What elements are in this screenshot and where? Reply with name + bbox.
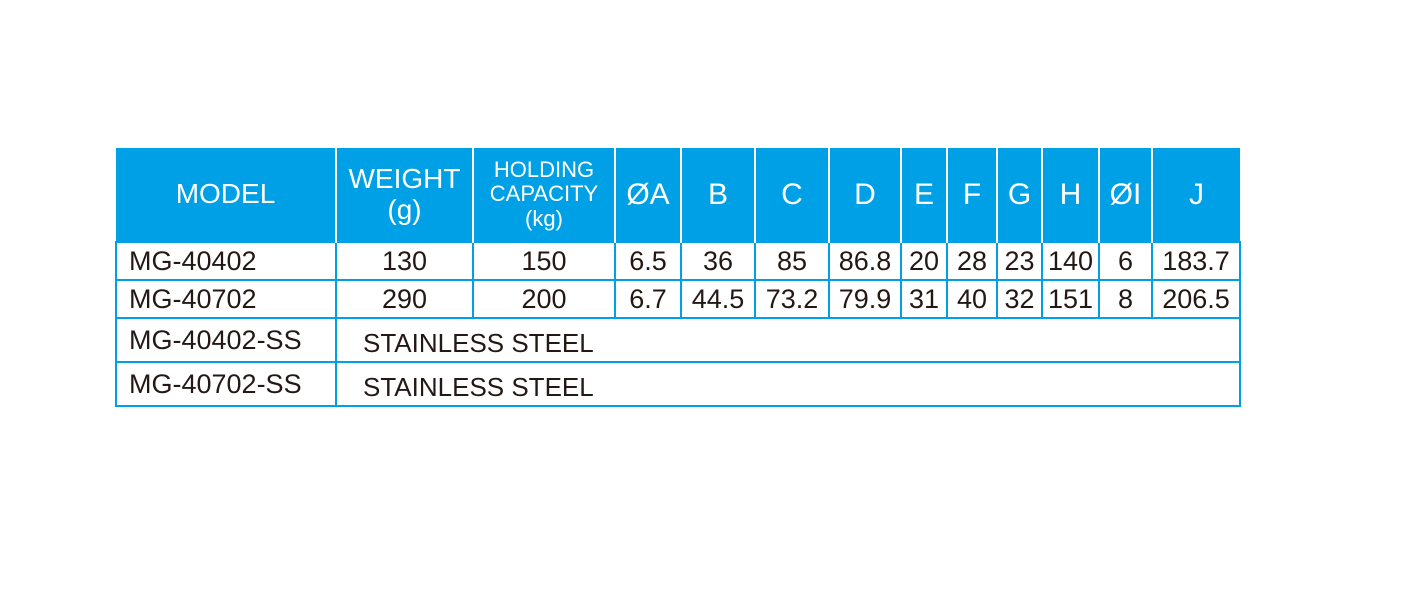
header-label: G (1007, 178, 1032, 211)
header-label: C (781, 178, 803, 211)
value-cell: 32 (996, 279, 1043, 319)
table-row: MG-40402-SS STAINLESS STEEL (115, 317, 1241, 363)
table-row: MG-40402 130 150 6.5 36 85 86.8 20 28 23 140 6 183.7 (115, 241, 1241, 281)
column-header: C (754, 148, 829, 242)
header-label: CAPACITY (489, 181, 599, 207)
value-cell: 150 (472, 241, 616, 281)
column-header: HOLDING CAPACITY (kg) (472, 148, 615, 242)
header-label: B (707, 178, 728, 211)
column-header: WEIGHT (g) (335, 148, 473, 242)
model-cell: MG-40702 (115, 279, 337, 319)
column-header: H (1041, 148, 1099, 242)
column-header: ØA (614, 148, 681, 242)
value-cell: 20 (900, 241, 948, 281)
header-label: J (1189, 178, 1204, 211)
header-label: MODEL (175, 178, 276, 210)
header-label: WEIGHT (348, 162, 461, 194)
column-header: G (996, 148, 1042, 242)
column-header: J (1151, 148, 1240, 242)
header-label: HOLDING (493, 157, 595, 183)
header-label: (kg) (525, 205, 563, 231)
model-cell: MG-40402-SS (115, 317, 337, 363)
value-cell: 44.5 (680, 279, 756, 319)
material-note: STAINLESS STEEL (335, 361, 1241, 407)
column-header: F (946, 148, 997, 242)
column-header: ØI (1098, 148, 1152, 242)
spec-table: MODEL WEIGHT (g) HOLDING CAPACITY (kg) ØA B C D E F… (115, 148, 1241, 407)
header-label: ØI (1109, 178, 1142, 211)
value-cell: 86.8 (828, 241, 902, 281)
value-cell: 28 (946, 241, 998, 281)
value-cell: 23 (996, 241, 1043, 281)
value-cell: 140 (1041, 241, 1100, 281)
value-cell: 183.7 (1151, 241, 1241, 281)
model-cell: MG-40702-SS (115, 361, 337, 407)
value-cell: 6 (1098, 241, 1153, 281)
column-header: MODEL (116, 148, 336, 242)
value-cell: 31 (900, 279, 948, 319)
value-cell: 130 (335, 241, 474, 281)
header-label: D (854, 178, 876, 211)
value-cell: 73.2 (754, 279, 830, 319)
header-label: E (913, 178, 934, 211)
value-cell: 36 (680, 241, 756, 281)
table-row: MG-40702-SS STAINLESS STEEL (115, 361, 1241, 407)
value-cell: 6.5 (614, 241, 682, 281)
value-cell: 200 (472, 279, 616, 319)
value-cell: 8 (1098, 279, 1153, 319)
table-row: MG-40702 290 200 6.7 44.5 73.2 79.9 31 40 32 151 8 2… (115, 279, 1241, 319)
header-label: ØA (626, 178, 670, 211)
value-cell: 40 (946, 279, 998, 319)
value-cell: 151 (1041, 279, 1100, 319)
column-header: B (680, 148, 755, 242)
material-note: STAINLESS STEEL (335, 317, 1241, 363)
value-cell: 290 (335, 279, 474, 319)
model-cell: MG-40402 (115, 241, 337, 281)
column-header: E (900, 148, 947, 242)
header-row: MODEL WEIGHT (g) HOLDING CAPACITY (kg) ØA B C D E F… (116, 148, 1240, 242)
header-label: (g) (387, 193, 422, 225)
header-label: H (1059, 178, 1082, 211)
value-cell: 79.9 (828, 279, 902, 319)
value-cell: 6.7 (614, 279, 682, 319)
header-label: F (962, 178, 982, 211)
value-cell: 85 (754, 241, 830, 281)
value-cell: 206.5 (1151, 279, 1241, 319)
column-header: D (828, 148, 901, 242)
